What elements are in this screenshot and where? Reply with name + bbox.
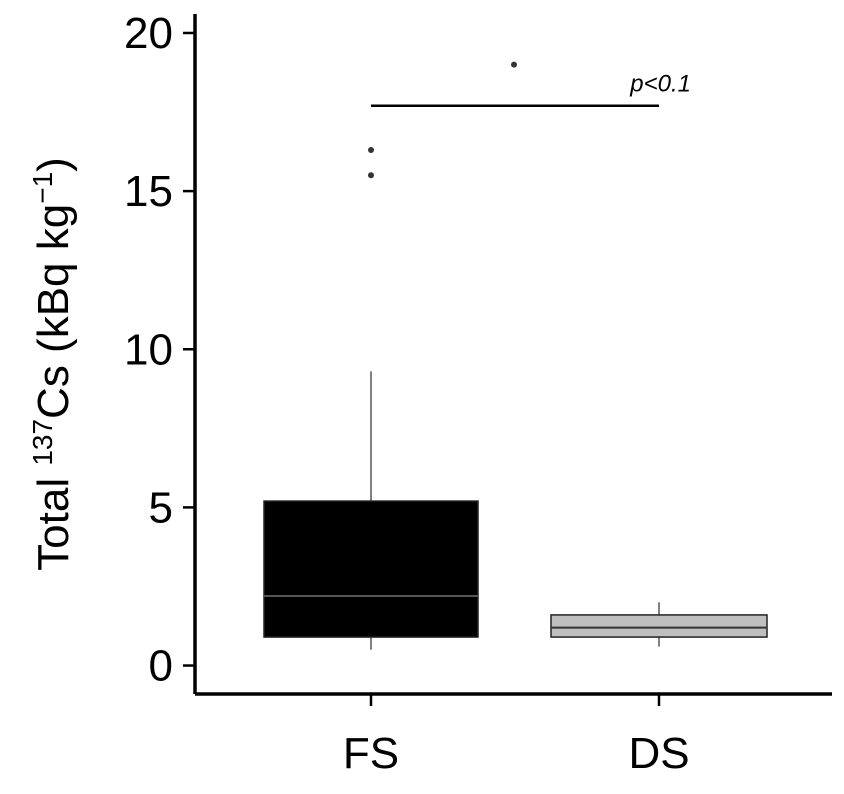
y-axis-title-unit-exp: −1	[27, 172, 58, 204]
y-axis: 0 5 10 15 20	[124, 9, 197, 694]
outlier-point	[368, 147, 374, 153]
boxes	[263, 61, 768, 650]
x-tick-label: DS	[628, 729, 689, 778]
x-axis: FS DS	[195, 692, 832, 778]
y-axis-title-isotope: 137	[27, 419, 58, 466]
box-ds	[550, 602, 768, 647]
box-fs	[263, 61, 517, 650]
y-axis-title-prefix: Total	[29, 466, 78, 571]
y-tick-label: 20	[124, 9, 173, 58]
y-tick-label: 0	[149, 642, 173, 691]
y-tick-label: 15	[124, 167, 173, 216]
iqr-box	[550, 614, 768, 638]
iqr-box	[263, 500, 479, 638]
outlier-point	[368, 172, 374, 179]
y-tick-label: 5	[149, 483, 173, 532]
outlier-point	[511, 61, 517, 68]
y-axis-title-main: Cs (kBq kg	[29, 204, 78, 419]
significance-annotation: p<0.1	[371, 71, 691, 107]
significance-label: p<0.1	[629, 71, 691, 98]
y-axis-title: Total 137Cs (kBq kg−1)	[27, 157, 78, 571]
y-tick-label: 10	[124, 325, 173, 374]
x-tick-label: FS	[343, 729, 399, 778]
y-axis-title-suffix: )	[29, 157, 78, 172]
